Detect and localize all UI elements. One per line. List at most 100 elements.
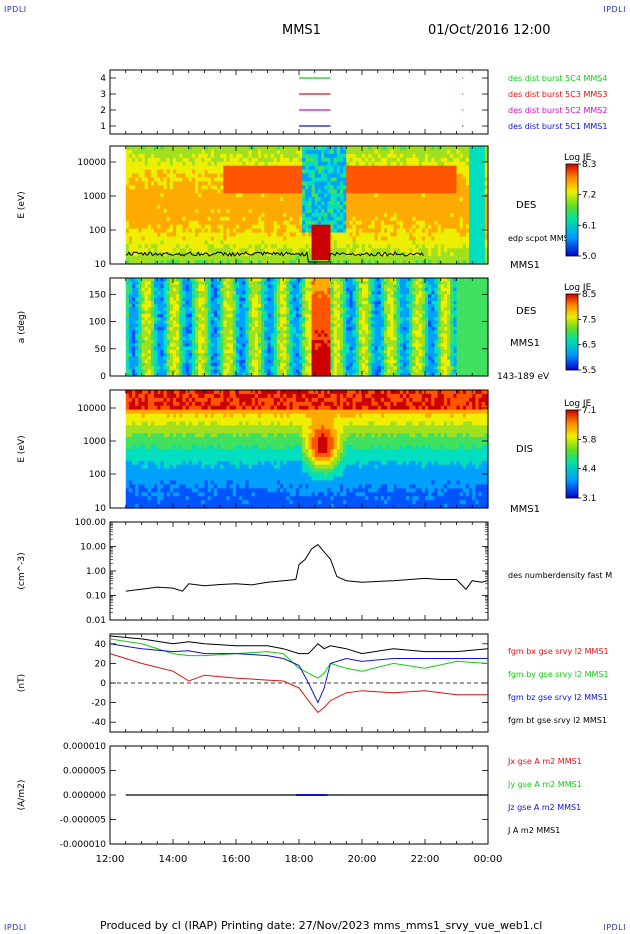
heatmap-cell bbox=[317, 197, 322, 202]
heatmap-cell bbox=[418, 240, 423, 245]
heatmap-cell bbox=[431, 146, 436, 151]
heatmap-cell bbox=[305, 224, 310, 230]
heatmap-cell bbox=[251, 161, 256, 167]
heatmap-cell bbox=[261, 297, 265, 302]
heatmap-cell bbox=[213, 208, 218, 214]
heatmap-cell bbox=[415, 193, 420, 198]
heatmap-cell bbox=[169, 353, 174, 357]
heatmap-cell bbox=[299, 216, 303, 222]
heatmap-cell bbox=[128, 240, 133, 245]
heatmap-cell bbox=[232, 236, 237, 241]
heatmap-cell bbox=[138, 284, 143, 289]
heatmap-cell bbox=[213, 317, 218, 322]
heatmap-cell bbox=[478, 228, 483, 234]
heatmap-cell bbox=[132, 193, 136, 198]
heatmap-cell bbox=[371, 169, 376, 175]
heatmap-cell bbox=[481, 236, 486, 241]
heatmap-cell bbox=[267, 349, 272, 354]
heatmap-cell bbox=[289, 201, 294, 206]
heatmap-cell bbox=[453, 248, 458, 253]
heatmap-cell bbox=[450, 224, 454, 230]
heatmap-cell bbox=[336, 153, 341, 159]
heatmap-cell bbox=[239, 224, 243, 230]
heatmap-cell bbox=[456, 256, 461, 261]
heatmap-cell bbox=[191, 359, 196, 364]
heatmap-cell bbox=[481, 248, 486, 253]
heatmap-cell bbox=[251, 313, 256, 318]
heatmap-cell bbox=[475, 153, 480, 159]
heatmap-cell bbox=[251, 323, 256, 328]
heatmap-cell bbox=[336, 236, 341, 241]
heatmap-cell bbox=[428, 149, 432, 155]
heatmap-cell bbox=[264, 313, 269, 318]
heatmap-cell bbox=[173, 161, 177, 167]
heatmap-cell bbox=[204, 177, 209, 182]
heatmap-cell bbox=[163, 313, 168, 318]
heatmap-cell bbox=[358, 189, 363, 194]
heatmap-cell bbox=[352, 169, 357, 175]
heatmap-cell bbox=[415, 181, 420, 186]
heatmap-cell bbox=[254, 317, 259, 322]
heatmap-cell bbox=[475, 236, 480, 241]
heatmap-cell bbox=[191, 287, 196, 292]
heatmap-cell bbox=[138, 330, 143, 335]
heatmap-cell bbox=[132, 320, 136, 325]
heatmap-cell bbox=[321, 240, 325, 245]
heatmap-cell bbox=[409, 165, 413, 171]
heatmap-cell bbox=[229, 197, 234, 202]
heatmap-cell bbox=[450, 193, 454, 198]
heatmap-cell bbox=[267, 327, 272, 331]
heatmap-cell bbox=[195, 146, 199, 151]
heatmap-cell bbox=[166, 340, 171, 344]
heatmap-cell bbox=[431, 149, 436, 155]
heatmap-cell bbox=[355, 146, 360, 151]
heatmap-cell bbox=[166, 320, 171, 325]
heatmap-cell bbox=[141, 146, 146, 151]
heatmap-cell bbox=[217, 185, 221, 190]
heatmap-cell bbox=[261, 353, 265, 357]
heatmap-cell bbox=[239, 330, 243, 335]
heatmap-cell bbox=[232, 336, 237, 341]
heatmap-cell bbox=[484, 197, 489, 202]
heatmap-cell bbox=[368, 161, 373, 167]
heatmap-cell bbox=[176, 294, 180, 299]
heatmap-cell bbox=[475, 149, 480, 155]
heatmap-cell bbox=[299, 205, 303, 210]
heatmap-cell bbox=[387, 161, 391, 167]
heatmap-cell bbox=[179, 169, 184, 175]
heatmap-cell bbox=[166, 343, 171, 348]
heatmap-cell bbox=[220, 181, 224, 186]
heatmap-cell bbox=[264, 366, 269, 371]
heatmap-cell bbox=[299, 173, 303, 179]
heatmap-cell bbox=[317, 177, 322, 182]
heatmap-cell bbox=[223, 240, 228, 245]
heatmap-cell bbox=[393, 240, 398, 245]
heatmap-cell bbox=[226, 346, 231, 351]
heatmap-cell bbox=[217, 149, 221, 155]
heatmap-cell bbox=[472, 256, 476, 261]
heatmap-cell bbox=[220, 284, 224, 289]
heatmap-cell bbox=[166, 323, 171, 328]
heatmap-cell bbox=[276, 169, 281, 175]
heatmap-cell bbox=[289, 161, 294, 167]
heatmap-cell bbox=[182, 356, 187, 361]
heatmap-cell bbox=[242, 212, 247, 218]
heatmap-cell bbox=[150, 189, 155, 194]
heatmap-cell bbox=[362, 161, 366, 167]
heatmap-cell bbox=[144, 336, 149, 341]
heatmap-cell bbox=[188, 294, 193, 299]
heatmap-cell bbox=[169, 300, 174, 305]
heatmap-cell bbox=[242, 193, 247, 198]
heatmap-cell bbox=[191, 201, 196, 206]
heatmap-cell bbox=[210, 297, 215, 302]
heatmap-cell bbox=[179, 359, 184, 364]
heatmap-cell bbox=[166, 193, 171, 198]
heatmap-cell bbox=[343, 157, 347, 163]
heatmap-cell bbox=[415, 165, 420, 171]
heatmap-cell bbox=[176, 333, 180, 338]
heatmap-cell bbox=[207, 252, 212, 257]
heatmap-cell bbox=[223, 343, 228, 348]
heatmap-cell bbox=[169, 372, 174, 377]
heatmap-cell bbox=[217, 205, 221, 210]
heatmap-cell bbox=[179, 244, 184, 249]
